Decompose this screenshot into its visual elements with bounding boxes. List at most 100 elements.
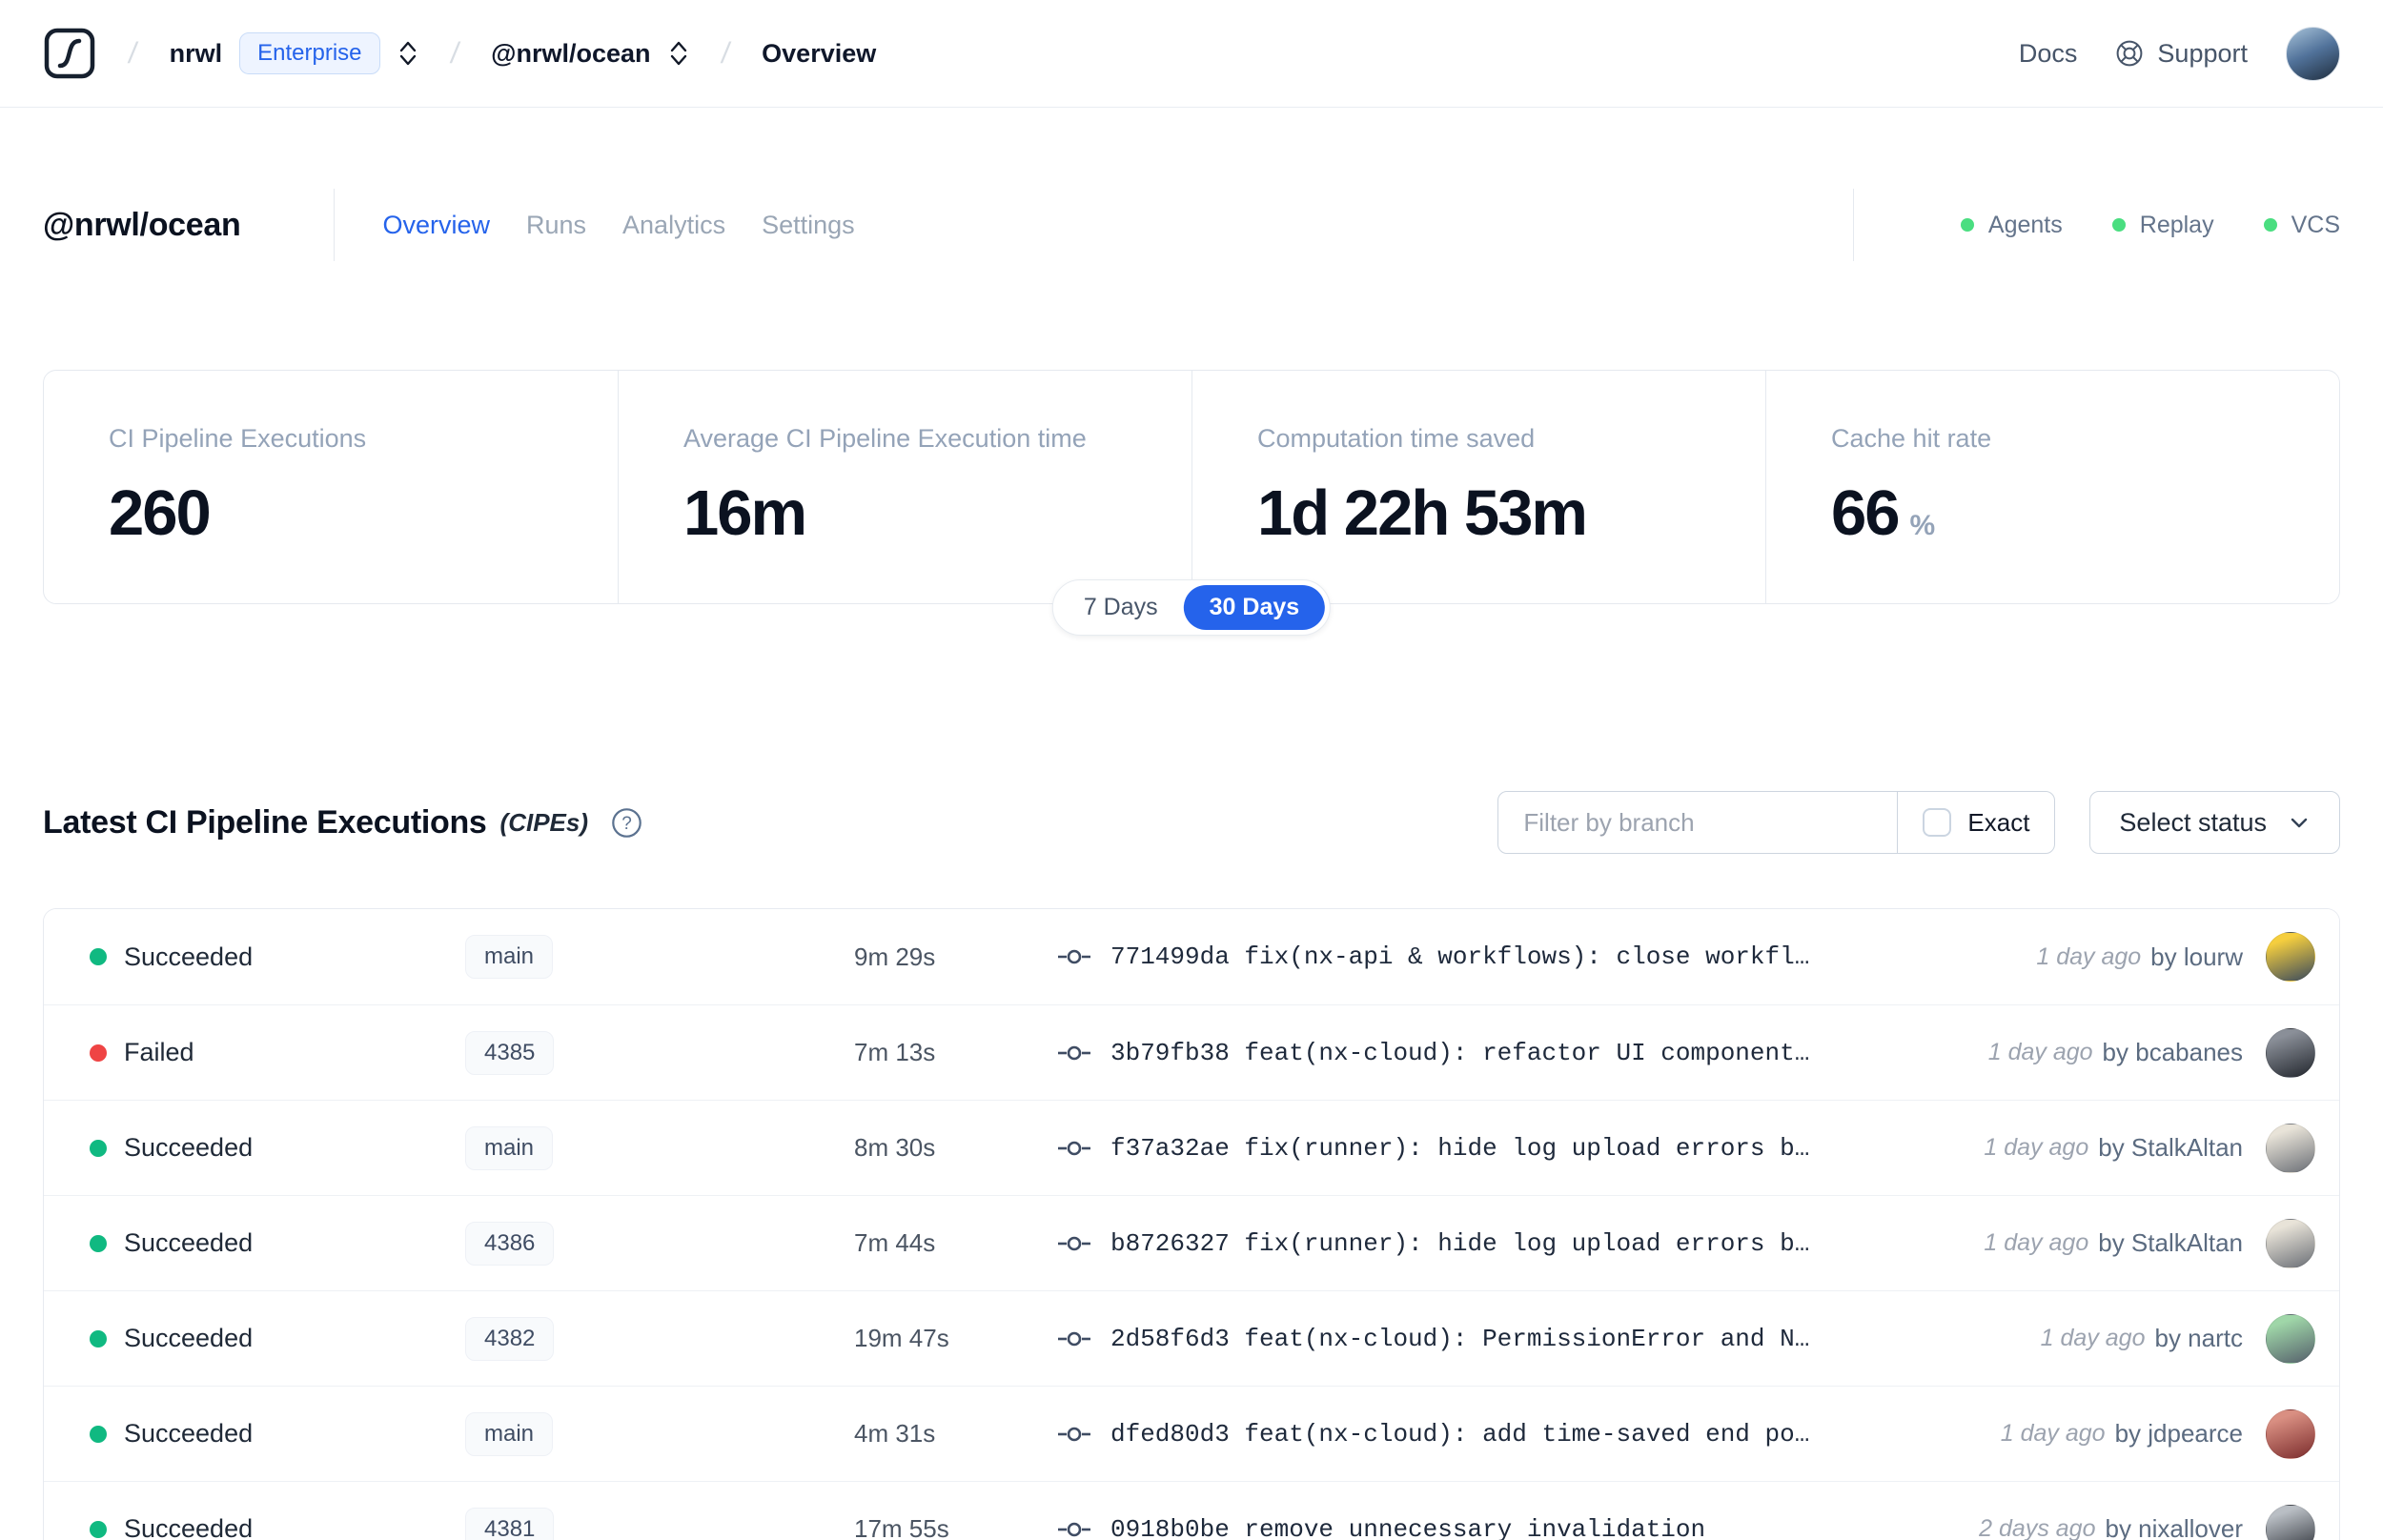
org-selector-icon[interactable] xyxy=(397,39,418,68)
workspace-tabs: Overview Runs Analytics Settings xyxy=(382,211,854,240)
commit-message: 2d58f6d3 feat(nx-cloud): PermissionError… xyxy=(1110,1324,1810,1353)
git-commit-icon xyxy=(1058,949,1090,964)
status-dot xyxy=(90,1329,107,1348)
status-dot xyxy=(90,1234,107,1252)
time-ago: 1 day ago xyxy=(1987,1039,2093,1065)
status-cell: Succeeded xyxy=(90,1228,465,1258)
exact-checkbox[interactable] xyxy=(1923,808,1952,837)
header-divider xyxy=(334,189,336,261)
top-nav: / nrwl Enterprise / @nrwl/ocean / Overvi… xyxy=(0,0,2383,108)
exact-label[interactable]: Exact xyxy=(1967,807,2030,837)
help-icon[interactable]: ? xyxy=(611,807,642,839)
author: by nixallover xyxy=(2105,1514,2243,1540)
time-ago: 1 day ago xyxy=(1984,1229,2089,1256)
feature-replay[interactable]: Replay xyxy=(2111,211,2214,239)
range-option-7-days[interactable]: 7 Days xyxy=(1083,594,1158,620)
cipe-row[interactable]: Succeeded main 9m 29s 771499da fix(nx-ap… xyxy=(44,909,2339,1004)
cipe-row[interactable]: Succeeded 4381 17m 55s 0918b0be remove u… xyxy=(44,1481,2339,1540)
cipe-row[interactable]: Succeeded 4386 7m 44s b8726327 fix(runne… xyxy=(44,1195,2339,1290)
cipe-section-title: Latest CI Pipeline Executions xyxy=(43,803,487,841)
breadcrumb-separator: / xyxy=(719,36,732,70)
org-name: nrwl xyxy=(169,38,223,68)
author: by StalkAltan xyxy=(2098,1133,2243,1162)
meta-cell: 1 day ago by lourw xyxy=(2013,932,2315,982)
tab-settings[interactable]: Settings xyxy=(762,210,855,239)
range-option-30-days[interactable]: 30 Days xyxy=(1183,585,1326,630)
docs-link[interactable]: Docs xyxy=(2018,38,2078,68)
cipe-row[interactable]: Failed 4385 7m 13s 3b79fb38 feat(nx-clou… xyxy=(44,1004,2339,1100)
meta-cell: 1 day ago by nartc xyxy=(2018,1313,2315,1364)
support-label: Support xyxy=(2157,38,2248,68)
replay-label: Replay xyxy=(2139,211,2214,238)
breadcrumb-workspace[interactable]: @nrwl/ocean xyxy=(491,39,688,69)
agents-status-dot xyxy=(1960,218,1974,232)
author-avatar xyxy=(2266,1408,2315,1459)
status-dot xyxy=(90,1520,107,1538)
vcs-status-dot xyxy=(2263,218,2277,232)
tab-overview[interactable]: Overview xyxy=(382,210,490,239)
meta-cell: 1 day ago by StalkAltan xyxy=(1961,1123,2315,1173)
commit-cell: b8726327 fix(runner): hide log upload er… xyxy=(1057,1229,1961,1258)
time-ago: 1 day ago xyxy=(2040,1325,2146,1351)
status-cell: Succeeded xyxy=(90,1419,465,1449)
git-commit-icon xyxy=(1058,1522,1090,1536)
commit-cell: 2d58f6d3 feat(nx-cloud): PermissionError… xyxy=(1057,1325,2018,1353)
author: by bcabanes xyxy=(2102,1038,2243,1066)
commit-message: b8726327 fix(runner): hide log upload er… xyxy=(1110,1228,1810,1258)
lifebuoy-icon xyxy=(2117,40,2143,67)
tab-analytics[interactable]: Analytics xyxy=(622,210,726,239)
feature-agents[interactable]: Agents xyxy=(1960,212,2063,239)
workspace-selector-icon[interactable] xyxy=(668,39,689,68)
commit-cell: 771499da fix(nx-api & workflows): close … xyxy=(1057,942,2013,971)
author: by StalkAltan xyxy=(2098,1228,2243,1257)
status-dot xyxy=(90,1044,107,1062)
stat-value: 66% xyxy=(1831,477,1936,549)
author-avatar xyxy=(2266,1504,2315,1540)
branch-filter-input[interactable] xyxy=(1498,792,1898,853)
author: by nartc xyxy=(2154,1324,2244,1352)
commit-message: 0918b0be remove unnecessary invalidation xyxy=(1110,1514,1706,1540)
branch-cell: main xyxy=(465,1125,854,1170)
status-label: Succeeded xyxy=(124,942,254,971)
branch-badge: 4382 xyxy=(465,1316,555,1361)
status-cell: Succeeded xyxy=(90,1133,465,1163)
status-label: Succeeded xyxy=(124,1419,254,1448)
workspace-header: @nrwl/ocean Overview Runs Analytics Sett… xyxy=(43,187,2340,263)
breadcrumb-org[interactable]: nrwl Enterprise xyxy=(170,32,418,74)
page-title: @nrwl/ocean xyxy=(43,206,241,243)
cipe-row[interactable]: Succeeded main 8m 30s f37a32ae fix(runne… xyxy=(44,1100,2339,1195)
author: by lourw xyxy=(2150,942,2243,971)
git-commit-icon xyxy=(1058,1045,1090,1060)
support-link[interactable]: Support xyxy=(2115,39,2248,69)
svg-text:?: ? xyxy=(621,814,632,834)
user-avatar[interactable] xyxy=(2286,26,2340,81)
cipe-row[interactable]: Succeeded main 4m 31s dfed80d3 feat(nx-c… xyxy=(44,1386,2339,1481)
status-cell: Failed xyxy=(90,1038,465,1067)
branch-badge: main xyxy=(465,1411,554,1456)
nx-cloud-logo-icon[interactable] xyxy=(43,27,96,80)
branch-badge: main xyxy=(465,1125,554,1170)
commit-message: f37a32ae fix(runner): hide log upload er… xyxy=(1110,1133,1810,1163)
branch-cell: 4381 xyxy=(465,1507,854,1540)
cipe-row[interactable]: Succeeded 4382 19m 47s 2d58f6d3 feat(nx-… xyxy=(44,1290,2339,1386)
cipe-section-title-suffix: (CIPEs) xyxy=(499,807,589,837)
status-label: Succeeded xyxy=(124,1228,254,1257)
breadcrumb-separator: / xyxy=(448,36,461,70)
stat-label: Average CI Pipeline Execution time xyxy=(683,424,1087,453)
date-range-toggle: 7 Days 30 Days xyxy=(1051,579,1332,636)
stat-card-executions: CI Pipeline Executions 260 xyxy=(44,371,618,603)
commit-message: 771499da fix(nx-api & workflows): close … xyxy=(1110,942,1810,971)
branch-badge: main xyxy=(465,935,554,979)
git-commit-icon xyxy=(1058,1331,1090,1346)
breadcrumb-page[interactable]: Overview xyxy=(762,38,877,68)
stat-label: CI Pipeline Executions xyxy=(109,424,367,453)
tab-runs[interactable]: Runs xyxy=(526,210,587,239)
branch-filter-group: Exact xyxy=(1497,791,2056,854)
commit-message: dfed80d3 feat(nx-cloud): add time-saved … xyxy=(1110,1419,1810,1449)
status-filter-dropdown[interactable]: Select status xyxy=(2089,791,2340,854)
branch-cell: 4386 xyxy=(465,1221,854,1266)
duration: 19m 47s xyxy=(854,1324,949,1352)
branch-cell: main xyxy=(465,935,854,979)
stat-card-time-saved: Computation time saved 1d 22h 53m xyxy=(1192,371,1765,603)
feature-vcs[interactable]: VCS xyxy=(2263,212,2340,239)
